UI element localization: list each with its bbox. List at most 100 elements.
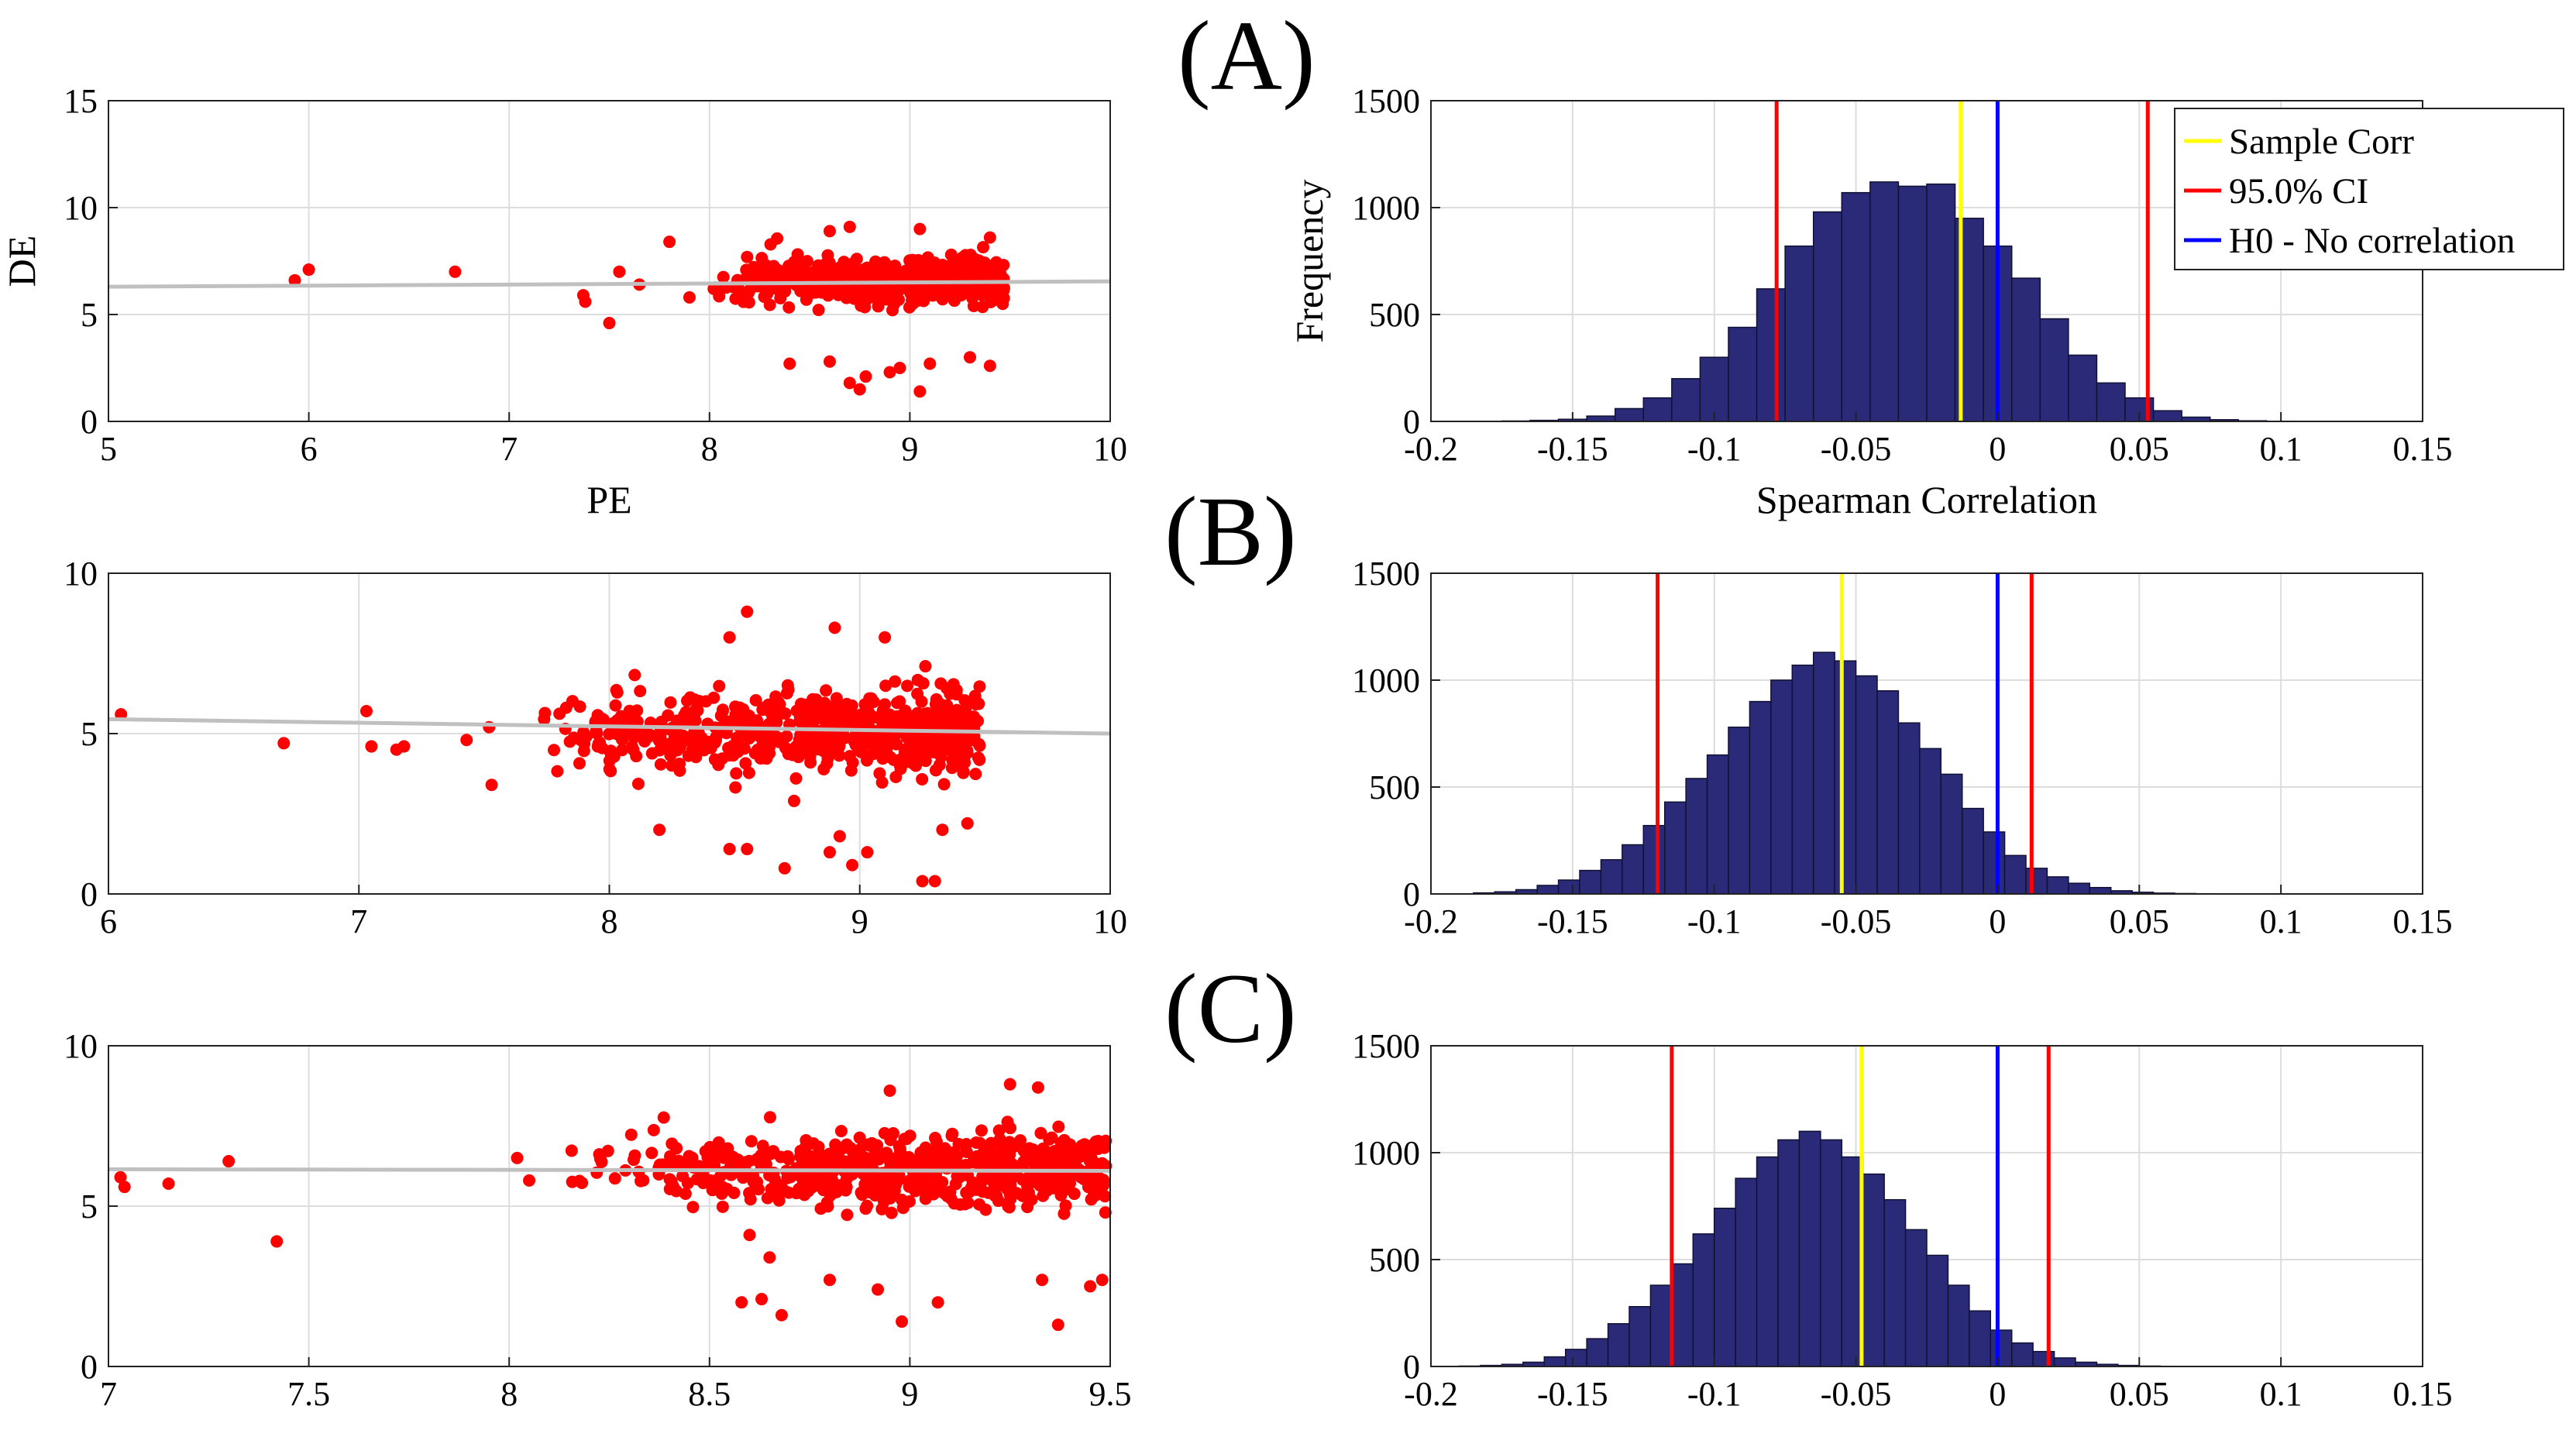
scatter-point <box>832 741 845 754</box>
scatter-point <box>1000 1182 1013 1195</box>
scatter-point <box>1099 1206 1112 1219</box>
scatter-point <box>906 734 920 747</box>
y-tick-label: 1500 <box>1352 555 1420 593</box>
histogram-bar <box>2089 886 2112 895</box>
histogram-bar <box>2010 1342 2034 1367</box>
histogram-bar <box>1919 748 1942 895</box>
scatter-point <box>838 731 851 744</box>
scatter-point <box>879 1186 892 1199</box>
scatter-point <box>288 273 301 287</box>
scatter-point <box>782 1153 795 1166</box>
scatter-point <box>883 1084 896 1097</box>
scatter-point <box>850 1150 863 1164</box>
scatter-point <box>879 631 892 644</box>
scatter-point <box>991 1181 1004 1194</box>
histogram-c: -0.2 -0.15 -0.1 -0.05 0 0.05 0.1 0.15 0 500 1000 15… <box>1352 1027 2453 1413</box>
scatter-point <box>807 1137 820 1150</box>
legend-label: H0 - No correlation <box>2229 221 2515 261</box>
histogram-bar <box>1756 288 1786 422</box>
scatter-point <box>638 734 652 748</box>
panel-label-c: (C) <box>1164 954 1297 1064</box>
scatter-point <box>782 748 795 761</box>
scatter-point <box>833 830 846 843</box>
histogram-bar <box>1671 1263 1694 1367</box>
scatter-point <box>886 274 899 287</box>
scatter-point <box>931 1296 944 1309</box>
scatter-point <box>848 256 861 270</box>
scatter-point <box>764 238 777 251</box>
scatter-point <box>713 679 726 693</box>
scatter-point <box>679 1187 692 1200</box>
scatter-point <box>772 734 786 747</box>
scatter-point <box>665 759 679 772</box>
scatter-point <box>958 694 972 707</box>
scatter-point <box>913 385 927 398</box>
scatter-point <box>961 816 974 830</box>
scatter-point <box>758 733 771 746</box>
scatter-point <box>162 1177 175 1191</box>
scatter-point <box>920 1179 933 1192</box>
scatter-point <box>460 734 473 747</box>
scatter-point <box>892 1140 906 1153</box>
scatter-point <box>855 1186 868 1199</box>
scatter-point <box>551 765 564 778</box>
scatter-point <box>553 707 566 720</box>
scatter-point <box>613 265 626 278</box>
scatter-point <box>903 710 916 724</box>
x-tick-label: -0.15 <box>1537 902 1608 940</box>
scatter-point <box>861 261 874 274</box>
x-tick-label: 9 <box>851 902 868 940</box>
axes-frame <box>1430 1045 2423 1367</box>
histogram-bar <box>1536 885 1560 895</box>
scatter-point <box>893 362 906 374</box>
scatter-point <box>945 761 958 775</box>
scatter-point <box>858 698 872 711</box>
fit-line <box>108 279 1111 289</box>
y-tick-label: 1500 <box>1352 1027 1420 1065</box>
scatter-point <box>742 766 755 779</box>
scatter-point <box>686 1201 700 1214</box>
scatter-point <box>872 732 885 745</box>
scatter-point <box>969 698 982 711</box>
y-axis-label: DE <box>0 235 43 287</box>
scatter-point <box>815 1158 828 1171</box>
scatter-point <box>365 740 378 753</box>
scatter-point <box>887 297 900 311</box>
scatter-point <box>772 696 786 710</box>
scatter-point <box>608 1172 621 1185</box>
scatter-point <box>878 1126 891 1140</box>
scatter-point <box>731 731 744 744</box>
histogram-bar <box>1586 415 1616 422</box>
scatter-point <box>903 254 917 267</box>
scatter-point <box>1082 1177 1095 1190</box>
scatter-point <box>664 696 677 709</box>
scatter-point <box>730 767 743 780</box>
histogram-bar <box>2003 854 2027 895</box>
x-tick-label: 0.15 <box>2393 430 2453 468</box>
x-tick-label: 9.5 <box>1089 1375 1132 1413</box>
scatter-point <box>397 740 411 753</box>
scatter-point <box>710 1174 724 1187</box>
axes-frame <box>1430 572 2423 895</box>
scatter-point <box>565 1144 578 1157</box>
scatter-point <box>654 758 667 771</box>
scatter-point <box>861 754 874 767</box>
histogram-bar <box>1756 1156 1779 1367</box>
scatter-point <box>1088 1188 1101 1201</box>
scatter-plot-b: 6 7 8 9 10 0 5 10 <box>64 555 1127 940</box>
scatter-point <box>973 753 986 766</box>
scatter-point <box>976 1185 989 1198</box>
scatter-point <box>864 1175 877 1188</box>
y-tick-label: 5 <box>81 715 98 753</box>
scatter-point <box>783 357 796 370</box>
x-tick-label: 0.1 <box>2260 1375 2303 1413</box>
histogram-bar <box>1543 1356 1567 1367</box>
axes-frame <box>108 100 1111 422</box>
histogram-bar <box>1876 690 1900 895</box>
x-tick-label: 7 <box>500 430 518 468</box>
scatter-point <box>784 1170 797 1184</box>
scatter-point <box>853 383 866 396</box>
scatter-point <box>683 1150 696 1163</box>
scatter-point <box>511 1151 524 1164</box>
scatter-point <box>725 748 738 761</box>
